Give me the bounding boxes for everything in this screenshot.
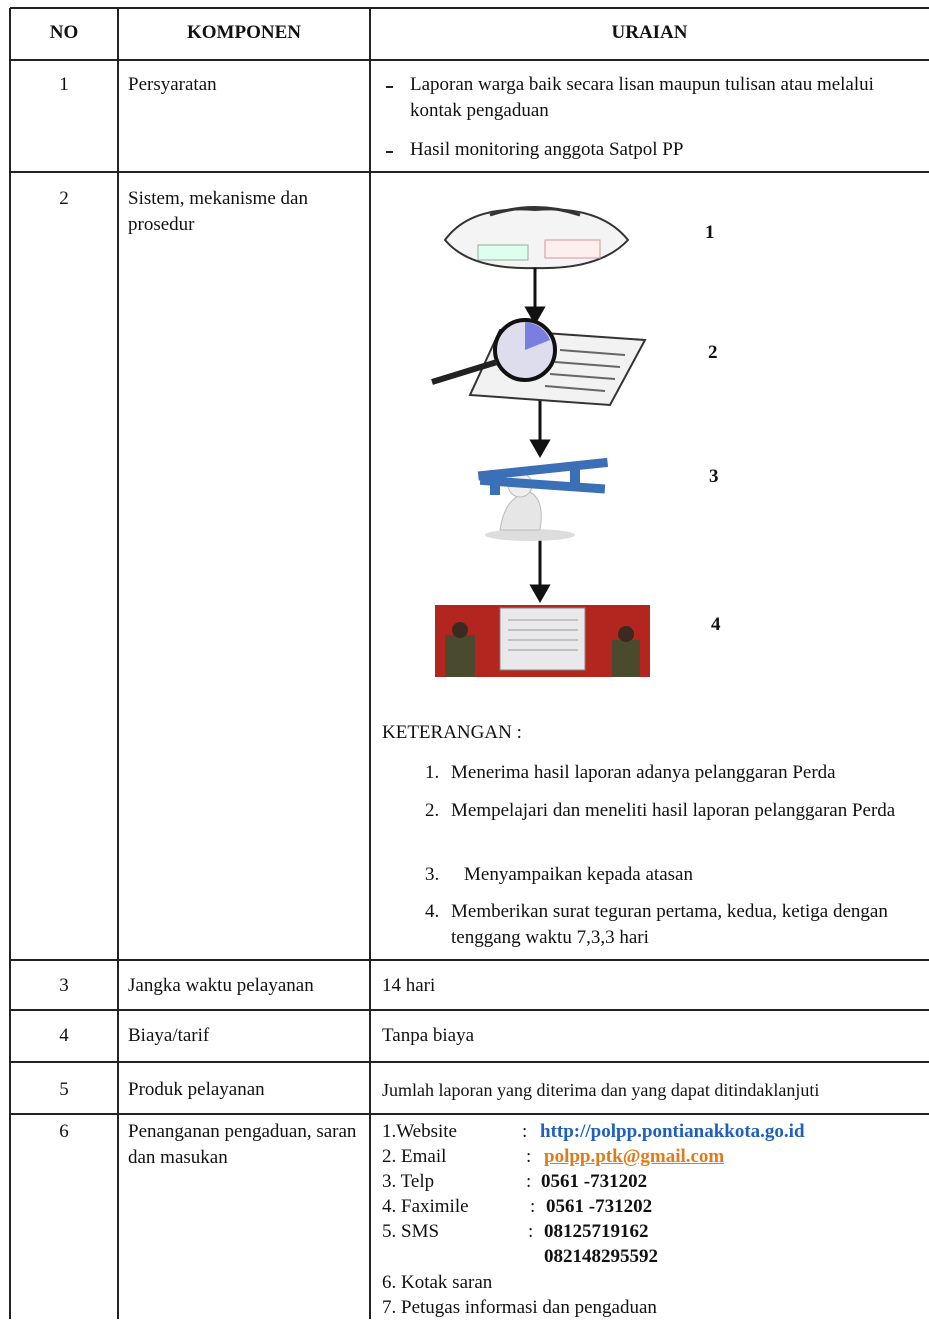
contact-value: 0561 -731202 [541, 1171, 648, 1192]
note-text: Menerima hasil laporan adanya pelanggara… [451, 762, 836, 783]
contact-label: 5. SMS [382, 1221, 440, 1242]
contact-value: 082148295592 [544, 1246, 658, 1267]
contact-value: 08125719162 [544, 1221, 649, 1242]
row-uraian: 14 hari [382, 975, 436, 996]
requirement-item: Hasil monitoring anggota Satpol PP [410, 139, 684, 160]
bullet [386, 86, 393, 88]
contact-separator: : [522, 1121, 528, 1142]
row-no: 6 [59, 1121, 69, 1142]
row-komponen: Produk pelayanan [128, 1079, 265, 1100]
contact-other: 7. Petugas informasi dan pengaduan [382, 1297, 657, 1318]
row-komponen: Jangka waktu pelayanan [128, 975, 314, 996]
note-text: Mempelajari dan meneliti hasil laporan p… [451, 800, 896, 821]
step-number: 1 [705, 222, 715, 243]
row-komponen: Biaya/tarif [128, 1025, 210, 1046]
contact-label: 3. Telp [382, 1171, 435, 1192]
note-number: 3. [425, 864, 440, 885]
header-no: NO [49, 22, 79, 43]
step-1-illustration [443, 206, 630, 270]
row-komponen: Sistem, mekanisme dan prosedur [128, 188, 308, 235]
row-komponen: Penanganan pengaduan, saran dan masukan [128, 1121, 357, 1168]
contact-separator: : [530, 1196, 536, 1217]
contact-separator: : [526, 1171, 532, 1192]
note-text: Menyampaikan kepada atasan [464, 864, 693, 885]
contact-value: 0561 -731202 [546, 1196, 653, 1217]
step-4-photo [435, 605, 650, 677]
row-no: 1 [59, 74, 69, 95]
step-2-illustration [431, 318, 647, 407]
notes-title: KETERANGAN : [382, 722, 522, 743]
note-number: 4. [425, 901, 440, 922]
note-text: Memberikan surat teguran pertama, kedua,… [451, 901, 888, 948]
note-number: 1. [425, 762, 440, 783]
bullet [386, 151, 393, 153]
contact-label: 1.Website [382, 1121, 457, 1142]
header-komponen: KOMPONEN [187, 22, 301, 43]
row-no: 3 [59, 975, 69, 996]
contact-label: 2. Email [382, 1146, 447, 1167]
row-uraian: Jumlah laporan yang diterima dan yang da… [382, 1080, 820, 1100]
requirement-item: Laporan warga baik secara lisan maupun t… [410, 74, 874, 121]
row-no: 2 [59, 188, 69, 209]
note-number: 2. [425, 800, 440, 821]
contact-label: 4. Faximile [382, 1196, 469, 1217]
step-number: 3 [709, 466, 719, 487]
header-uraian: URAIAN [611, 22, 688, 43]
row-komponen: Persyaratan [128, 74, 217, 95]
contact-separator: : [528, 1221, 534, 1242]
step-number: 4 [711, 614, 721, 635]
contact-separator: : [526, 1146, 532, 1167]
step-number: 2 [708, 342, 718, 363]
row-no: 4 [59, 1025, 69, 1046]
arrow [524, 268, 551, 604]
step-3-illustration [477, 457, 609, 541]
website-link[interactable]: http://polpp.pontianakkota.go.id [540, 1121, 805, 1142]
row-uraian: Tanpa biaya [382, 1025, 475, 1046]
email-link[interactable]: polpp.ptk@gmail.com [544, 1146, 725, 1167]
contact-other: 6. Kotak saran [382, 1272, 493, 1293]
row-no: 5 [59, 1079, 69, 1100]
